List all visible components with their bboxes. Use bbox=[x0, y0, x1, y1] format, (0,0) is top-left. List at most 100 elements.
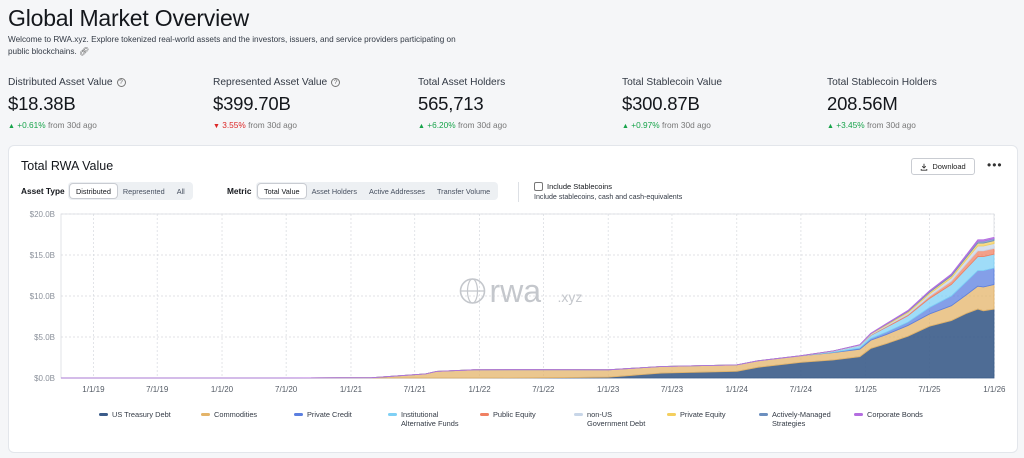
stat-change-period: from 30d ago bbox=[661, 120, 711, 130]
stat-change: ▲ +3.45% from 30d ago bbox=[827, 120, 937, 130]
info-icon[interactable]: ? bbox=[116, 78, 126, 87]
stat-card: Total Stablecoin Holders 208.56M ▲ +3.45% … bbox=[827, 77, 937, 130]
legend-label: Private Credit bbox=[307, 410, 352, 419]
x-tick-label: 7/1/25 bbox=[918, 385, 941, 394]
asset-type-option-distributed[interactable]: Distributed bbox=[70, 184, 117, 198]
x-tick-label: 1/1/21 bbox=[340, 385, 363, 394]
download-label: Download bbox=[932, 162, 966, 171]
include-stablecoins-description: Include stablecoins, cash and cash-equiv… bbox=[534, 193, 683, 201]
area-series-us-treasury-debt bbox=[61, 308, 995, 379]
more-options-icon[interactable]: ••• bbox=[987, 158, 1003, 172]
legend-item[interactable]: Corporate Bonds bbox=[854, 410, 933, 419]
x-tick-label: 1/1/24 bbox=[726, 385, 749, 394]
chart-legend: US Treasury Debt Commodities Private Credi… bbox=[99, 410, 959, 436]
stat-label: Total Stablecoin Value bbox=[622, 77, 722, 88]
legend-item[interactable]: Actively-Managed Strategies bbox=[759, 410, 838, 428]
metric-option-active-addresses[interactable]: Active Addresses bbox=[363, 184, 431, 198]
asset-type-option-represented[interactable]: Represented bbox=[117, 184, 171, 198]
legend-swatch bbox=[388, 413, 397, 416]
legend-label: Institutional Alternative Funds bbox=[401, 410, 459, 428]
legend-swatch bbox=[667, 413, 676, 416]
legend-label: Private Equity bbox=[680, 410, 726, 419]
stat-label: Total Stablecoin Holders bbox=[827, 77, 937, 88]
x-tick-label: 7/1/23 bbox=[661, 385, 684, 394]
x-tick-label: 7/1/22 bbox=[532, 385, 555, 394]
legend-swatch bbox=[480, 413, 489, 416]
metric-option-total-value[interactable]: Total Value bbox=[258, 184, 306, 198]
x-tick-label: 7/1/19 bbox=[146, 385, 169, 394]
stat-card: Total Stablecoin Value $300.87B ▲ +0.97% f… bbox=[622, 77, 722, 130]
legend-item[interactable]: Private Credit bbox=[294, 410, 373, 419]
stat-value: $300.87B bbox=[622, 93, 700, 114]
y-tick-label: $15.0B bbox=[30, 251, 55, 260]
legend-item[interactable]: Private Equity bbox=[667, 410, 746, 419]
metric-option-transfer-volume[interactable]: Transfer Volume bbox=[431, 184, 496, 198]
stat-label-text: Total Asset Holders bbox=[418, 77, 506, 88]
stat-change: ▲ +0.97% from 30d ago bbox=[622, 120, 722, 130]
legend-swatch bbox=[201, 413, 210, 416]
stat-label-text: Total Stablecoin Holders bbox=[827, 77, 937, 88]
x-tick-label: 7/1/20 bbox=[275, 385, 298, 394]
page-title: Global Market Overview bbox=[8, 5, 250, 31]
legend-label: non-US Government Debt bbox=[587, 410, 646, 428]
stat-change-value: 3.55% bbox=[222, 120, 246, 130]
stat-value: $18.38B bbox=[8, 93, 76, 114]
legend-swatch bbox=[574, 413, 583, 416]
legend-swatch bbox=[99, 413, 108, 416]
legend-label: US Treasury Debt bbox=[112, 410, 171, 419]
legend-item[interactable]: Commodities bbox=[201, 410, 280, 419]
area-series-corporate-bonds bbox=[61, 236, 995, 379]
stat-change-value: +0.61% bbox=[17, 120, 46, 130]
x-tick-label: 1/1/19 bbox=[82, 385, 105, 394]
legend-item[interactable]: US Treasury Debt bbox=[99, 410, 178, 419]
watermark-logo: rwa bbox=[490, 273, 542, 309]
trend-up-icon: ▲ bbox=[8, 123, 15, 130]
legend-item[interactable]: Institutional Alternative Funds bbox=[388, 410, 467, 428]
legend-label: Corporate Bonds bbox=[867, 410, 923, 419]
info-icon[interactable]: ? bbox=[331, 78, 341, 87]
stat-change-period: from 30d ago bbox=[866, 120, 916, 130]
metric-segmented-control: Total Value Asset Holders Active Addresses… bbox=[256, 182, 499, 200]
x-tick-label: 7/1/24 bbox=[790, 385, 813, 394]
card-title: Total RWA Value bbox=[21, 159, 114, 173]
legend-item[interactable]: Public Equity bbox=[480, 410, 559, 419]
legend-swatch bbox=[294, 413, 303, 416]
metric-option-asset-holders[interactable]: Asset Holders bbox=[306, 184, 363, 198]
stat-change: ▲ +6.20% from 30d ago bbox=[418, 120, 507, 130]
link-icon[interactable]: 🔗︎ bbox=[79, 47, 90, 56]
x-tick-label: 1/1/23 bbox=[597, 385, 620, 394]
x-tick-label: 1/1/26 bbox=[983, 385, 1006, 394]
download-icon bbox=[921, 163, 928, 171]
y-tick-label: $0.0B bbox=[34, 374, 55, 383]
include-stablecoins-checkbox[interactable] bbox=[534, 182, 543, 191]
stat-change-period: from 30d ago bbox=[248, 120, 297, 130]
stat-card: Represented Asset Value? $399.70B ▼ 3.55% … bbox=[213, 77, 341, 130]
metric-label: Metric bbox=[227, 186, 252, 196]
asset-type-label: Asset Type bbox=[21, 186, 65, 196]
legend-label: Public Equity bbox=[493, 410, 536, 419]
stat-label-text: Distributed Asset Value bbox=[8, 77, 113, 88]
x-tick-label: 7/1/21 bbox=[404, 385, 427, 394]
stat-card: Distributed Asset Value? $18.38B ▲ +0.61% … bbox=[8, 77, 126, 130]
legend-item[interactable]: non-US Government Debt bbox=[574, 410, 653, 428]
divider bbox=[518, 182, 519, 202]
stat-change-value: +0.97% bbox=[631, 120, 660, 130]
intro-body: Welcome to RWA.xyz. Explore tokenized re… bbox=[8, 35, 456, 56]
stat-change-value: +6.20% bbox=[427, 120, 456, 130]
stat-value: 565,713 bbox=[418, 93, 484, 114]
stat-card: Total Asset Holders 565,713 ▲ +6.20% from … bbox=[418, 77, 507, 130]
legend-swatch bbox=[854, 413, 863, 416]
stat-change-period: from 30d ago bbox=[47, 120, 97, 130]
stat-value: $399.70B bbox=[213, 93, 291, 114]
legend-swatch bbox=[759, 413, 768, 416]
total-rwa-value-card: Total RWA Value Download ••• Asset Type … bbox=[8, 145, 1018, 453]
stat-value: 208.56M bbox=[827, 93, 898, 114]
trend-down-icon: ▼ bbox=[213, 123, 220, 130]
stat-change: ▲ +0.61% from 30d ago bbox=[8, 120, 126, 130]
intro-text: Welcome to RWA.xyz. Explore tokenized re… bbox=[8, 34, 468, 58]
include-stablecoins-label: Include Stablecoins bbox=[547, 182, 613, 191]
total-rwa-value-chart[interactable]: $0.0B $5.0B $10.0B $15.0B $20.0B 1/1/19 7/1/19… bbox=[9, 146, 1019, 408]
x-tick-label: 1/1/22 bbox=[468, 385, 491, 394]
download-button[interactable]: Download bbox=[911, 158, 975, 175]
asset-type-option-all[interactable]: All bbox=[171, 184, 191, 198]
